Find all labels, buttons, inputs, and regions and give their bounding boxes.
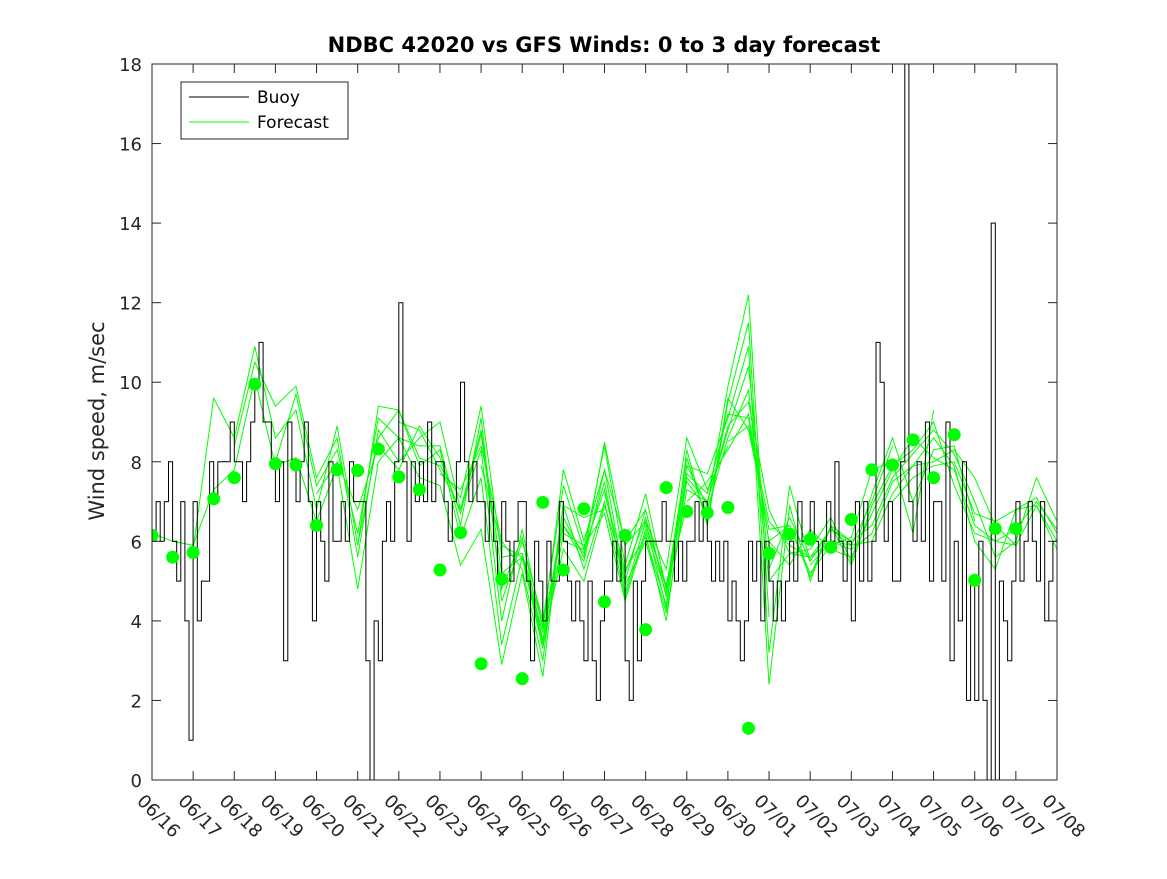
forecast-point <box>968 573 982 587</box>
forecast-point <box>598 595 611 609</box>
forecast-point <box>310 518 323 532</box>
forecast-point <box>618 528 632 542</box>
forecast-line <box>563 400 976 614</box>
y-tick-label: 4 <box>131 612 142 633</box>
forecast-point <box>844 513 858 526</box>
forecast-point <box>988 522 1002 536</box>
buoy-series <box>152 64 1057 780</box>
forecast-point <box>371 442 385 456</box>
forecast-line <box>521 396 935 641</box>
forecast-point <box>1009 522 1023 536</box>
buoy-line <box>152 64 1057 780</box>
forecast-point <box>927 471 941 485</box>
forecast-point <box>351 464 365 477</box>
y-axis-ticks: 0 2 4 6 8 10 12 14 16 18 <box>119 55 1057 792</box>
legend: Buoy Forecast <box>180 81 349 140</box>
forecast-point <box>392 470 406 484</box>
legend-forecast-label: Forecast <box>257 113 329 133</box>
legend-buoy-label: Buoy <box>257 88 300 108</box>
y-tick-label: 14 <box>119 214 142 235</box>
forecast-point <box>474 657 488 671</box>
forecast-point <box>742 721 755 735</box>
forecast-line <box>727 425 1057 559</box>
forecast-point <box>824 540 838 554</box>
forecast-point <box>454 526 467 540</box>
forecast-point <box>289 458 303 472</box>
forecast-point <box>947 428 961 442</box>
forecast-point <box>330 463 344 477</box>
forecast-point <box>186 546 200 559</box>
forecast-point <box>536 495 550 509</box>
y-tick-label: 6 <box>131 532 142 553</box>
y-tick-label: 10 <box>119 373 142 394</box>
forecast-point <box>639 623 653 637</box>
forecast-point <box>166 550 180 564</box>
forecast-point <box>207 492 221 506</box>
forecast-line <box>398 322 811 653</box>
forecast-point <box>556 563 570 577</box>
forecast-line <box>604 413 1016 606</box>
forecast-point <box>865 463 879 477</box>
forecast-point <box>762 546 776 560</box>
y-tick-label: 8 <box>131 453 142 474</box>
forecast-point <box>577 502 591 516</box>
forecast-point <box>700 506 714 520</box>
forecast-point <box>886 458 899 472</box>
forecast-point <box>495 572 509 586</box>
forecast-point <box>659 481 673 495</box>
forecast-point <box>152 528 159 542</box>
forecast-point <box>515 672 529 686</box>
forecast-point <box>783 527 797 541</box>
forecast-line <box>152 378 564 677</box>
forecast-point <box>906 433 920 447</box>
forecast-point <box>433 563 447 577</box>
forecast-line <box>316 424 729 641</box>
forecast-points <box>152 377 1023 735</box>
legend-box <box>180 81 349 140</box>
forecast-point <box>412 483 426 497</box>
forecast-point <box>268 457 282 471</box>
forecast-point <box>227 471 241 485</box>
forecast-line <box>439 346 852 685</box>
forecast-line <box>233 360 647 629</box>
forecast-point <box>248 377 262 391</box>
forecast-point <box>721 501 735 514</box>
forecast-point <box>680 505 694 518</box>
y-tick-label: 16 <box>119 135 142 156</box>
chart-title: NDBC 42020 vs GFS Winds: 0 to 3 day fore… <box>328 33 881 57</box>
y-tick-label: 2 <box>131 691 142 712</box>
forecast-point <box>803 532 817 546</box>
y-tick-label: 18 <box>119 55 142 76</box>
y-tick-label: 12 <box>119 294 142 315</box>
y-axis-label: Wind speed, m/sec <box>85 321 109 520</box>
y-tick-label: 0 <box>131 771 142 792</box>
